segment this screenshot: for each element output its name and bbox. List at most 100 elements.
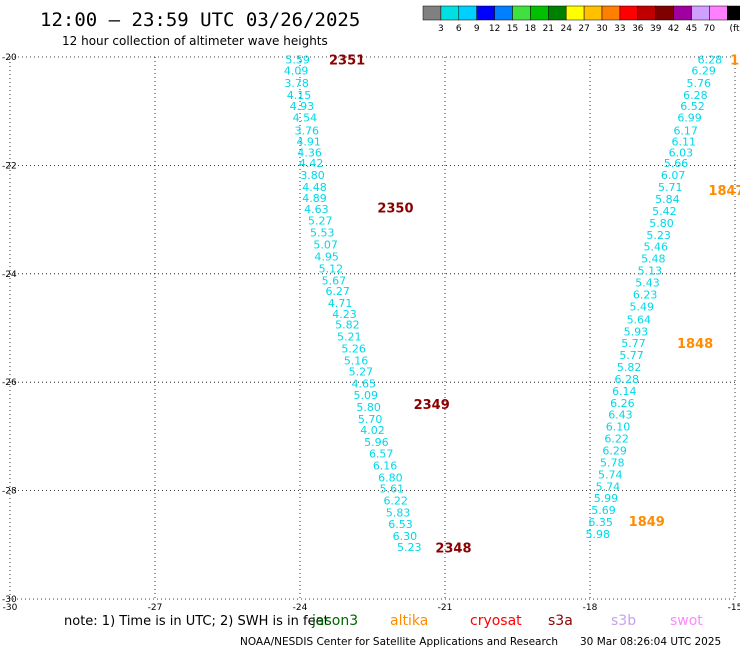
swh-value: 6.28 <box>683 89 708 102</box>
x-tick-label: -27 <box>148 603 163 613</box>
color-scale-swatch <box>709 5 728 21</box>
color-scale-label: 15 <box>507 24 518 34</box>
legend-entry-altika: altika <box>390 613 428 629</box>
orbit-label: 2350 <box>377 202 413 217</box>
color-scale-label: 9 <box>474 24 480 34</box>
swh-value: 5.23 <box>646 229 671 242</box>
swh-value: 6.23 <box>633 288 658 301</box>
swh-value: 6.35 <box>588 516 613 529</box>
chart-subtitle: 12 hour collection of altimeter wave hei… <box>62 34 328 48</box>
swh-value: 6.11 <box>672 136 697 149</box>
color-scale-swatch <box>619 5 639 21</box>
swh-value: 6.57 <box>369 448 394 461</box>
swh-value: 6.99 <box>677 112 702 125</box>
orbit-label: 1849 <box>629 515 665 530</box>
color-scale-label: 6 <box>456 24 462 34</box>
swh-value: 6.53 <box>388 518 413 531</box>
color-scale-swatch <box>458 5 477 21</box>
swh-value: 5.84 <box>655 193 680 206</box>
color-scale-label: 70 <box>704 24 716 34</box>
swh-value: 5.64 <box>627 313 652 326</box>
swh-value: 6.27 <box>325 285 350 298</box>
plot-grid <box>10 57 735 599</box>
color-scale-swatch <box>673 5 692 21</box>
swh-value: 5.98 <box>585 528 610 541</box>
y-tick-label: -30 <box>2 595 17 605</box>
swh-value: 4.95 <box>314 250 339 263</box>
swh-value: 5.76 <box>687 77 712 90</box>
swh-value: 5.42 <box>652 205 677 218</box>
swh-value: 4.91 <box>296 136 321 149</box>
x-tick-label: -30 <box>3 603 18 613</box>
swh-value: 4.65 <box>352 377 377 390</box>
x-tick-label: -15 <box>728 603 740 613</box>
color-scale-swatch <box>512 5 531 21</box>
swh-value: 5.99 <box>594 492 619 505</box>
plot-axes: -30 -27 -24 -21 -18 -15 -20 -22 -24 -26 -28 -30 <box>2 53 740 613</box>
color-scale-label: 39 <box>650 24 662 34</box>
color-scale-swatch <box>440 5 460 21</box>
swh-value: 4.63 <box>304 203 329 216</box>
legend-entry-swot: swot <box>670 613 703 629</box>
swh-value: 6.22 <box>383 494 408 507</box>
color-scale-swatch <box>494 5 513 21</box>
swh-value: 5.21 <box>337 331 362 344</box>
swh-value: 4.89 <box>302 192 327 205</box>
swh-value: 4.71 <box>328 297 353 310</box>
swh-value: 4.93 <box>290 100 315 113</box>
swh-value: 4.36 <box>297 146 322 159</box>
swh-value: 6.29 <box>602 444 627 457</box>
color-scale-label: 12 <box>489 24 500 34</box>
swh-value: 4.23 <box>332 308 357 321</box>
swh-value: 5.13 <box>638 265 663 278</box>
orbit-label: 18 <box>730 54 740 69</box>
swh-value: 5.74 <box>598 468 623 481</box>
swh-value: 5.26 <box>341 343 366 356</box>
swh-value: 5.53 <box>310 227 335 240</box>
swh-value: 3.76 <box>295 125 320 138</box>
x-tick-label: -24 <box>293 603 308 613</box>
swh-value: 6.17 <box>673 125 698 138</box>
swh-value: 6.16 <box>373 460 398 473</box>
swh-value: 4.42 <box>299 157 324 170</box>
swh-value: 5.96 <box>364 436 389 449</box>
swh-value: 6.14 <box>612 385 637 398</box>
orbit-label: 2348 <box>435 542 471 557</box>
swh-value: 5.70 <box>358 413 383 426</box>
swh-value: 5.93 <box>624 325 649 338</box>
color-scale-swatch <box>583 5 603 21</box>
swh-value: 6.28 <box>698 54 723 67</box>
color-scale-swatch <box>476 5 495 21</box>
y-tick-label: -28 <box>2 487 17 497</box>
swh-value: 5.66 <box>664 157 689 170</box>
color-scale-label: (ft) <box>729 24 740 34</box>
swh-value: 5.27 <box>349 365 374 378</box>
color-scale-label: 45 <box>686 24 697 34</box>
color-scale-swatch <box>637 5 656 21</box>
swh-value: 5.83 <box>386 506 411 519</box>
swh-value: 5.61 <box>380 482 405 495</box>
orbit-label: 1847 <box>708 184 740 199</box>
swh-value: 6.52 <box>680 100 705 113</box>
swh-value: 5.74 <box>596 480 621 493</box>
x-tick-label: -18 <box>583 603 598 613</box>
y-tick-label: -20 <box>2 53 17 63</box>
swh-value: 6.28 <box>614 373 639 386</box>
swh-value: 5.23 <box>397 541 422 554</box>
footer-credit: NOAA/NESDIS Center for Satellite Applica… <box>240 636 558 648</box>
color-scale-label: 27 <box>578 24 589 34</box>
color-scale-swatch <box>691 5 710 21</box>
x-tick-label: -21 <box>438 603 453 613</box>
y-tick-label: -24 <box>2 270 17 280</box>
color-scale-swatch <box>727 5 740 21</box>
note-text: note: 1) Time is in UTC; 2) SWH is in fe… <box>64 614 329 629</box>
swh-value: 5.46 <box>643 241 668 254</box>
swh-value: 5.82 <box>617 361 642 374</box>
swh-value: 5.48 <box>641 253 666 266</box>
swh-value: 6.43 <box>608 409 633 422</box>
color-scale-swatch <box>655 5 674 21</box>
swh-value: 5.69 <box>591 504 616 517</box>
swh-value: 5.07 <box>313 239 338 252</box>
swh-value: 5.78 <box>600 456 625 469</box>
